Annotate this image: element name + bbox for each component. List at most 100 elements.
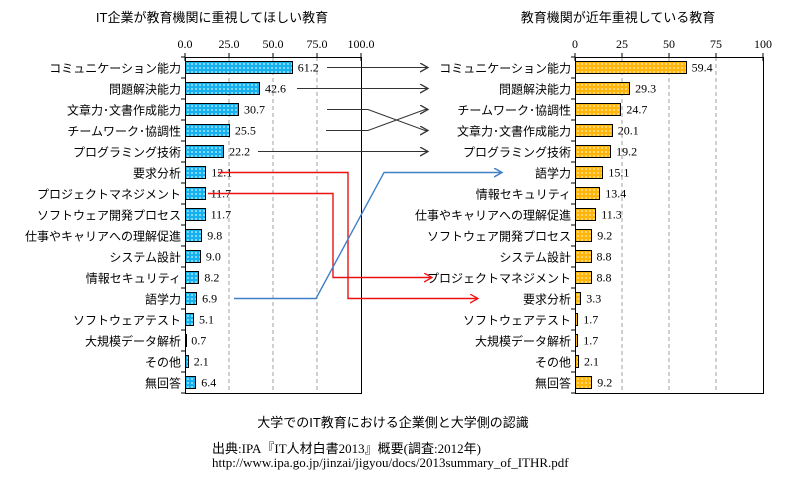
value-label: 9.2 bbox=[597, 228, 613, 242]
value-label: 11.3 bbox=[601, 207, 622, 221]
value-label: 8.8 bbox=[596, 270, 612, 284]
bar bbox=[185, 229, 202, 242]
value-label: 29.3 bbox=[635, 81, 657, 95]
bar bbox=[185, 355, 189, 368]
category-label: プログラミング技術 bbox=[72, 145, 181, 159]
category-label: 無回答 bbox=[534, 376, 571, 390]
plot-area bbox=[575, 57, 764, 394]
bar bbox=[185, 124, 230, 137]
category-label: 語学力 bbox=[144, 292, 181, 306]
x-axis-tick-label: 75 bbox=[710, 37, 722, 51]
category-label: その他 bbox=[534, 355, 571, 369]
category-label: 大規模データ解析 bbox=[474, 334, 571, 348]
value-label: 8.8 bbox=[596, 249, 612, 263]
bar bbox=[575, 355, 579, 368]
value-label: 1.7 bbox=[583, 333, 599, 347]
bar bbox=[185, 334, 187, 347]
category-label: チームワーク･協調性 bbox=[67, 124, 181, 138]
category-label: コミュニケーション能力 bbox=[49, 61, 181, 75]
category-label: コミュニケーション能力 bbox=[439, 61, 571, 75]
value-label: 42.6 bbox=[264, 81, 286, 95]
bar bbox=[185, 145, 224, 158]
category-label: システム設計 bbox=[109, 250, 181, 264]
bar bbox=[185, 166, 206, 179]
value-label: 11.7 bbox=[210, 186, 232, 200]
bar bbox=[185, 187, 206, 200]
category-label: 情報セキュリティ bbox=[475, 187, 571, 201]
bar bbox=[185, 61, 293, 74]
bar bbox=[185, 103, 239, 116]
value-label: 25.5 bbox=[234, 123, 256, 137]
value-label: 15.1 bbox=[608, 165, 630, 179]
value-label: 0.7 bbox=[191, 333, 207, 347]
bar bbox=[575, 124, 613, 137]
x-axis-tick-label: 50.0 bbox=[262, 37, 284, 51]
bar bbox=[185, 208, 206, 221]
value-label: 8.2 bbox=[204, 270, 220, 284]
value-label: 9.2 bbox=[597, 375, 613, 389]
bar bbox=[575, 208, 596, 221]
value-label: 22.2 bbox=[229, 144, 251, 158]
category-label: 大規模データ解析 bbox=[84, 334, 181, 348]
category-label: ソフトウェアテスト bbox=[72, 313, 181, 327]
source-line: 出典:IPA『IT人材白書2013』概要(調査:2012年) bbox=[212, 441, 481, 456]
category-label: 問題解決能力 bbox=[498, 82, 571, 96]
x-axis-tick-label: 0.0 bbox=[177, 37, 193, 51]
x-axis-tick-label: 100 bbox=[754, 37, 772, 51]
bar bbox=[575, 145, 611, 158]
category-label: プロジェクトマネジメント bbox=[36, 187, 181, 201]
value-label: 1.7 bbox=[583, 312, 599, 326]
value-label: 61.2 bbox=[297, 60, 319, 74]
value-label: 13.4 bbox=[605, 186, 627, 200]
bar bbox=[185, 292, 197, 305]
bar bbox=[185, 250, 201, 263]
bar bbox=[575, 271, 592, 284]
bar bbox=[185, 376, 196, 389]
category-label: 要求分析 bbox=[132, 166, 181, 180]
category-label: 仕事やキャリアへの理解促進 bbox=[24, 229, 181, 243]
bar bbox=[575, 250, 592, 263]
category-label: 問題解決能力 bbox=[108, 82, 181, 96]
x-axis-tick-label: 50 bbox=[663, 37, 675, 51]
category-label: 情報セキュリティ bbox=[85, 271, 181, 285]
x-axis-tick-label: 100.0 bbox=[347, 37, 375, 51]
value-label: 20.1 bbox=[617, 123, 639, 137]
source-url: http://www.ipa.go.jp/jinzai/jigyou/docs/… bbox=[212, 455, 569, 470]
bar bbox=[575, 82, 630, 95]
value-label: 19.2 bbox=[616, 144, 638, 158]
category-label: 仕事やキャリアへの理解促進 bbox=[414, 208, 571, 222]
bar bbox=[575, 103, 621, 116]
bar bbox=[185, 82, 260, 95]
x-axis-tick-label: 25 bbox=[616, 37, 628, 51]
category-label: 要求分析 bbox=[522, 292, 571, 306]
value-label: 2.1 bbox=[193, 354, 209, 368]
value-label: 9.0 bbox=[205, 249, 221, 263]
category-label: チームワーク･協調性 bbox=[457, 103, 571, 117]
category-label: プロジェクトマネジメント bbox=[426, 271, 571, 285]
category-label: 無回答 bbox=[144, 376, 181, 390]
value-label: 6.9 bbox=[202, 291, 218, 305]
value-label: 59.4 bbox=[691, 60, 713, 74]
category-label: ソフトウェア開発プロセス bbox=[426, 229, 571, 243]
bar bbox=[185, 313, 194, 326]
value-label: 12.1 bbox=[211, 165, 233, 179]
bar bbox=[575, 292, 581, 305]
category-label: システム設計 bbox=[499, 250, 571, 264]
bar bbox=[575, 187, 600, 200]
bar bbox=[185, 271, 199, 284]
bar bbox=[575, 166, 603, 179]
category-label: 語学力 bbox=[534, 166, 571, 180]
x-axis-tick-label: 75.0 bbox=[306, 37, 328, 51]
value-label: 6.4 bbox=[201, 375, 217, 389]
x-axis-tick-label: 25.0 bbox=[218, 37, 240, 51]
category-label: ソフトウェアテスト bbox=[462, 313, 571, 327]
category-label: プログラミング技術 bbox=[462, 145, 571, 159]
category-label: その他 bbox=[144, 355, 181, 369]
value-label: 5.1 bbox=[198, 312, 214, 326]
value-label: 9.8 bbox=[207, 228, 223, 242]
bar bbox=[575, 229, 592, 242]
value-label: 2.1 bbox=[583, 354, 599, 368]
value-label: 30.7 bbox=[244, 102, 266, 116]
bar bbox=[575, 334, 578, 347]
category-label: ソフトウェア開発プロセス bbox=[36, 208, 181, 222]
